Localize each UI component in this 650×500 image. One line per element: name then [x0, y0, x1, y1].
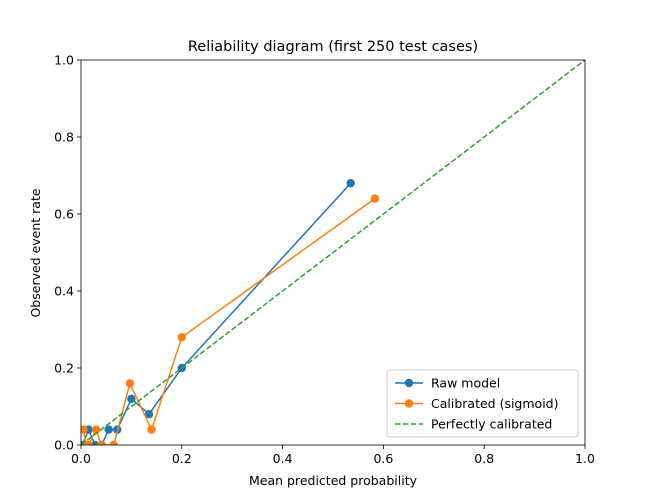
legend-label: Perfectly calibrated	[431, 417, 552, 432]
x-axis-label: Mean predicted probability	[249, 473, 418, 488]
data-point	[84, 440, 93, 445]
x-tick-label: 0.4	[273, 451, 293, 466]
series-perfectly-calibrated	[81, 60, 585, 445]
y-tick-label: 0.0	[54, 438, 74, 453]
data-point	[147, 425, 156, 434]
data-point	[104, 425, 113, 434]
x-tick-label: 0.0	[71, 451, 91, 466]
data-point	[81, 425, 88, 434]
data-point	[91, 425, 101, 434]
legend-box	[386, 369, 579, 438]
data-point	[109, 440, 118, 445]
y-axis-label: Observed event rate	[28, 188, 43, 317]
data-point	[177, 333, 186, 342]
y-tick-label: 0.6	[54, 207, 74, 222]
data-point	[370, 194, 380, 203]
data-point	[125, 379, 135, 388]
x-tick-label: 1.0	[575, 451, 595, 466]
series-calibrated-sigmoid-	[81, 194, 380, 445]
x-tick-label: 0.2	[172, 451, 192, 466]
legend-swatch-marker	[404, 399, 414, 408]
chart-title: Reliability diagram (first 250 test case…	[188, 39, 478, 55]
axes-frame	[80, 59, 586, 446]
legend: Raw model Calibrated (sigmoid) Perfectly c…	[386, 369, 579, 438]
legend-swatch-marker	[404, 378, 414, 388]
legend-entry: Calibrated (sigmoid)	[395, 396, 558, 411]
legend-entry: Raw model	[395, 376, 500, 391]
data-point	[96, 440, 106, 445]
series-line	[81, 60, 585, 445]
y-tick-label: 0.8	[54, 130, 74, 145]
data-point	[144, 410, 154, 419]
x-tick-label: 0.6	[373, 451, 393, 466]
data-point	[127, 394, 136, 403]
legend-label: Calibrated (sigmoid)	[431, 396, 558, 411]
data-point	[346, 179, 355, 188]
y-tick-label: 0.2	[54, 361, 74, 376]
series-layer	[81, 60, 585, 445]
x-tick-label: 0.8	[474, 451, 494, 466]
y-tick-label: 1.0	[54, 53, 74, 68]
legend-label: Raw model	[431, 376, 500, 391]
legend-entry: Perfectly calibrated	[395, 417, 552, 432]
y-tick-label: 0.4	[54, 284, 74, 299]
plot-area: 0.0 0.2 0.4 0.6 0.8 1.0 0.0 0.2 0.4 0.6 0.8 1.0	[54, 53, 595, 467]
series-line	[82, 197, 376, 445]
